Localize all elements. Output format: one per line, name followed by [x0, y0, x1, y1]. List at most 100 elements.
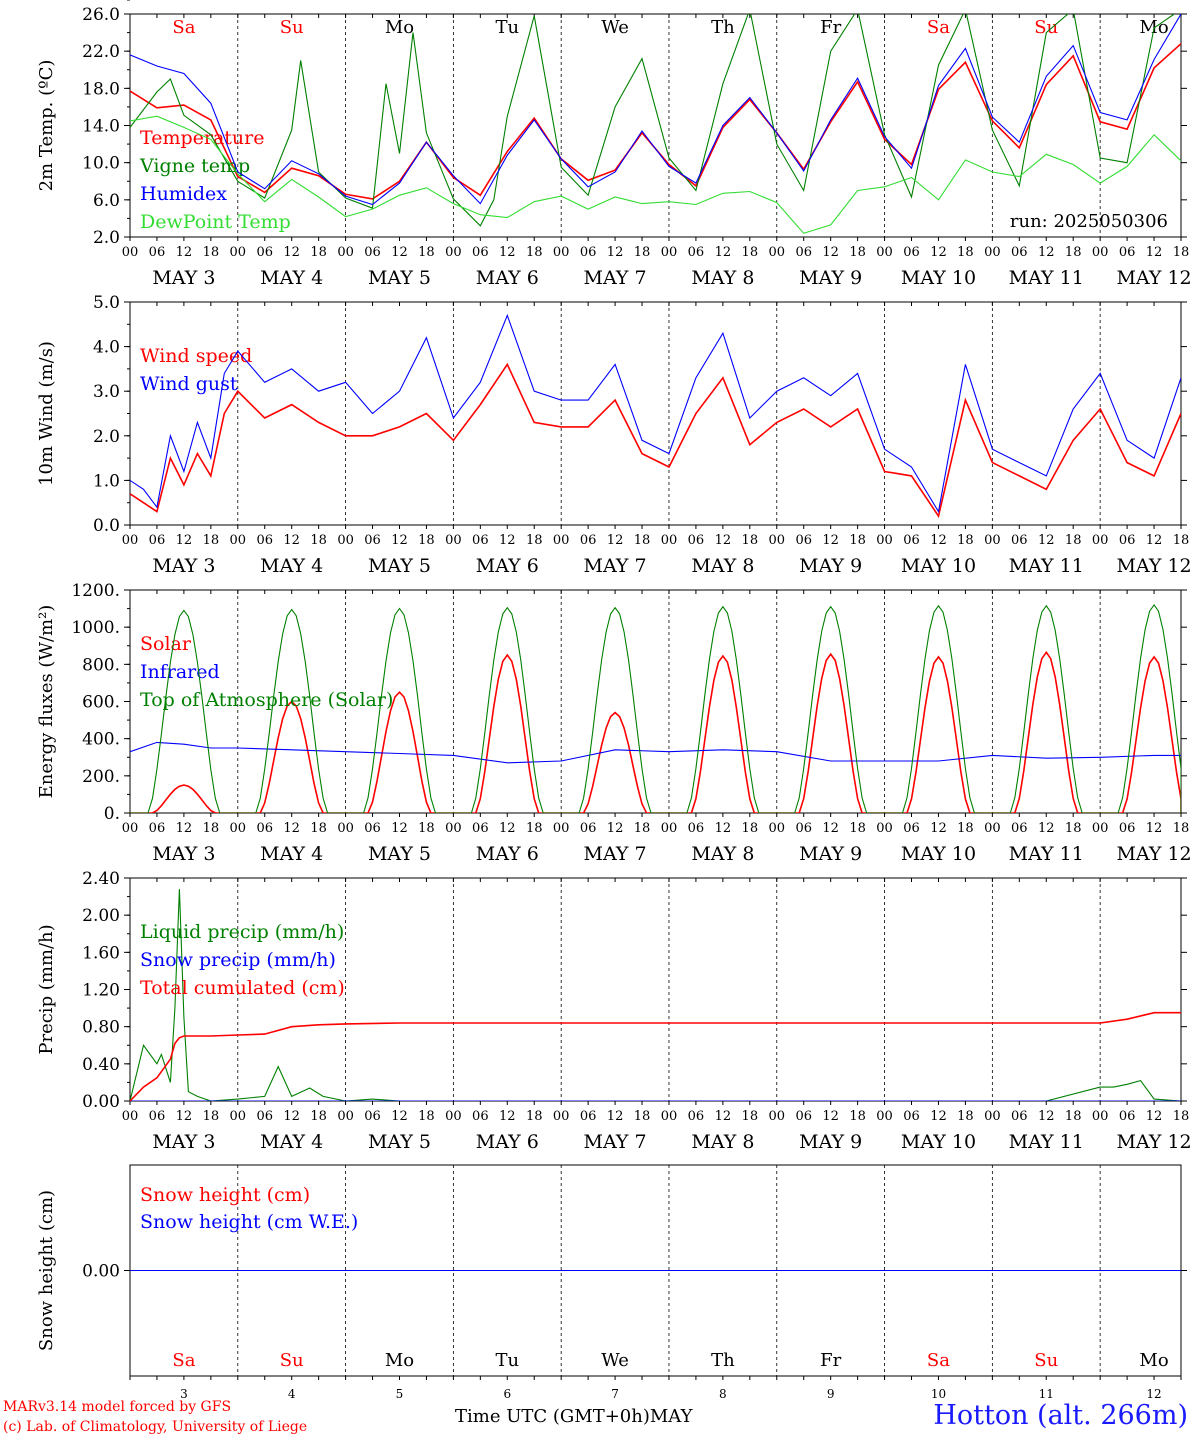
hour-tick-label: 18 [418, 821, 435, 836]
y-tick-label: 1.20 [82, 981, 120, 1001]
hour-tick-label: 18 [310, 821, 327, 836]
hour-tick-label: 00 [1092, 245, 1109, 260]
hour-tick-label: 12 [715, 533, 732, 548]
date-label: MAY 4 [260, 1131, 323, 1153]
date-label: MAY 8 [691, 1131, 754, 1153]
hour-tick-label: 00 [553, 1109, 570, 1124]
hour-tick-label: 12 [715, 1109, 732, 1124]
hour-tick-label: 06 [580, 1109, 597, 1124]
hour-tick-label: 00 [445, 533, 462, 548]
hour-tick-label: 18 [526, 245, 543, 260]
hour-tick-label: 00 [768, 245, 785, 260]
day-name-top: Sa [172, 17, 195, 38]
date-label: MAY 5 [368, 267, 431, 289]
y-tick-label: 18.0 [82, 79, 120, 99]
series-line [130, 889, 1181, 1101]
hour-tick-label: 12 [1146, 533, 1163, 548]
y-axis-label: 10m Wind (m/s) [36, 341, 57, 486]
series-line [130, 313, 1181, 514]
y-tick-label: 400. [82, 730, 120, 750]
hour-tick-label: 18 [849, 533, 866, 548]
y-tick-label: 1000. [71, 618, 120, 638]
hour-tick-label: 06 [1119, 1109, 1136, 1124]
lab-credit: (c) Lab. of Climatology, University of L… [3, 1419, 308, 1435]
hour-tick-label: 18 [526, 1109, 543, 1124]
hour-tick-label: 06 [903, 245, 920, 260]
y-tick-label: 4.0 [93, 338, 120, 358]
hour-tick-label: 18 [1173, 821, 1190, 836]
legend-entry: Snow precip (mm/h) [140, 949, 336, 971]
hour-tick-label: 00 [661, 821, 678, 836]
hour-tick-label: 12 [930, 245, 947, 260]
y-tick-label: 26.0 [82, 5, 120, 25]
hour-tick-label: 18 [310, 533, 327, 548]
date-label: MAY 6 [476, 1131, 539, 1153]
day-name-bottom: Sa [927, 1350, 950, 1371]
hour-tick-label: 12 [822, 1109, 839, 1124]
legend-entry: Snow height (cm W.E.) [140, 1211, 358, 1233]
hour-tick-label: 12 [176, 1109, 193, 1124]
hour-tick-label: 00 [337, 245, 354, 260]
day-name-bottom: Su [280, 1350, 304, 1371]
day-name-top: Sa [927, 17, 950, 38]
hour-tick-label: 06 [472, 821, 489, 836]
x-axis-month: MAY [649, 1406, 693, 1427]
y-tick-label: 0.00 [82, 1092, 120, 1112]
series-line [130, 741, 1181, 764]
date-label: MAY 5 [368, 555, 431, 577]
date-label: MAY 8 [691, 267, 754, 289]
hour-tick-label: 18 [742, 1109, 759, 1124]
hour-tick-label: 00 [445, 821, 462, 836]
day-number: 11 [1039, 1387, 1054, 1401]
hour-tick-label: 00 [876, 821, 893, 836]
date-label: MAY 8 [691, 555, 754, 577]
hour-tick-label: 18 [634, 533, 651, 548]
series-line [130, 115, 1181, 234]
hour-tick-label: 06 [256, 821, 273, 836]
day-number: 10 [931, 1387, 946, 1401]
hour-tick-label: 18 [1173, 245, 1190, 260]
hour-tick-label: 00 [1092, 1109, 1109, 1124]
hour-tick-label: 00 [984, 533, 1001, 548]
hour-tick-label: 12 [822, 533, 839, 548]
hour-tick-label: 06 [472, 1109, 489, 1124]
day-name-bottom: Fr [820, 1350, 841, 1371]
panel-1: 2.0 6.0 10.0 14.0 18.0 22.0 26.0 2m Temp. (ºC) 0… [36, 5, 1192, 289]
hour-tick-label: 12 [930, 821, 947, 836]
day-name-top: We [601, 17, 629, 38]
hour-tick-label: 00 [768, 533, 785, 548]
date-label: MAY 8 [691, 843, 754, 865]
hour-tick-label: 06 [688, 533, 705, 548]
hour-tick-label: 06 [1119, 245, 1136, 260]
hour-tick-label: 00 [445, 245, 462, 260]
hour-tick-label: 18 [203, 821, 220, 836]
y-tick-label: 3.0 [93, 382, 120, 402]
hour-tick-label: 12 [822, 821, 839, 836]
hour-tick-label: 00 [876, 245, 893, 260]
hour-tick-label: 00 [876, 1109, 893, 1124]
y-axis-label: 2m Temp. (ºC) [36, 60, 57, 192]
hour-tick-label: 06 [795, 1109, 812, 1124]
hour-tick-label: 00 [984, 821, 1001, 836]
hour-tick-label: 00 [768, 821, 785, 836]
hour-tick-label: 00 [122, 1109, 139, 1124]
panel-frame [129, 13, 1182, 238]
hour-tick-label: 12 [1038, 533, 1055, 548]
hour-tick-label: 06 [795, 533, 812, 548]
hour-tick-label: 18 [203, 245, 220, 260]
date-label: MAY 3 [152, 1131, 215, 1153]
hour-tick-label: 00 [661, 245, 678, 260]
legend-entry: Liquid precip (mm/h) [140, 921, 344, 943]
hour-tick-label: 12 [930, 533, 947, 548]
hour-tick-label: 00 [230, 245, 247, 260]
hour-tick-label: 06 [472, 245, 489, 260]
y-tick-label: 1.0 [93, 471, 120, 491]
hour-tick-label: 06 [256, 533, 273, 548]
hour-tick-label: 12 [1038, 821, 1055, 836]
hour-tick-label: 00 [230, 1109, 247, 1124]
hour-tick-label: 00 [661, 1109, 678, 1124]
day-number: 7 [611, 1387, 619, 1401]
hour-tick-label: 00 [122, 245, 139, 260]
hour-tick-label: 00 [122, 533, 139, 548]
